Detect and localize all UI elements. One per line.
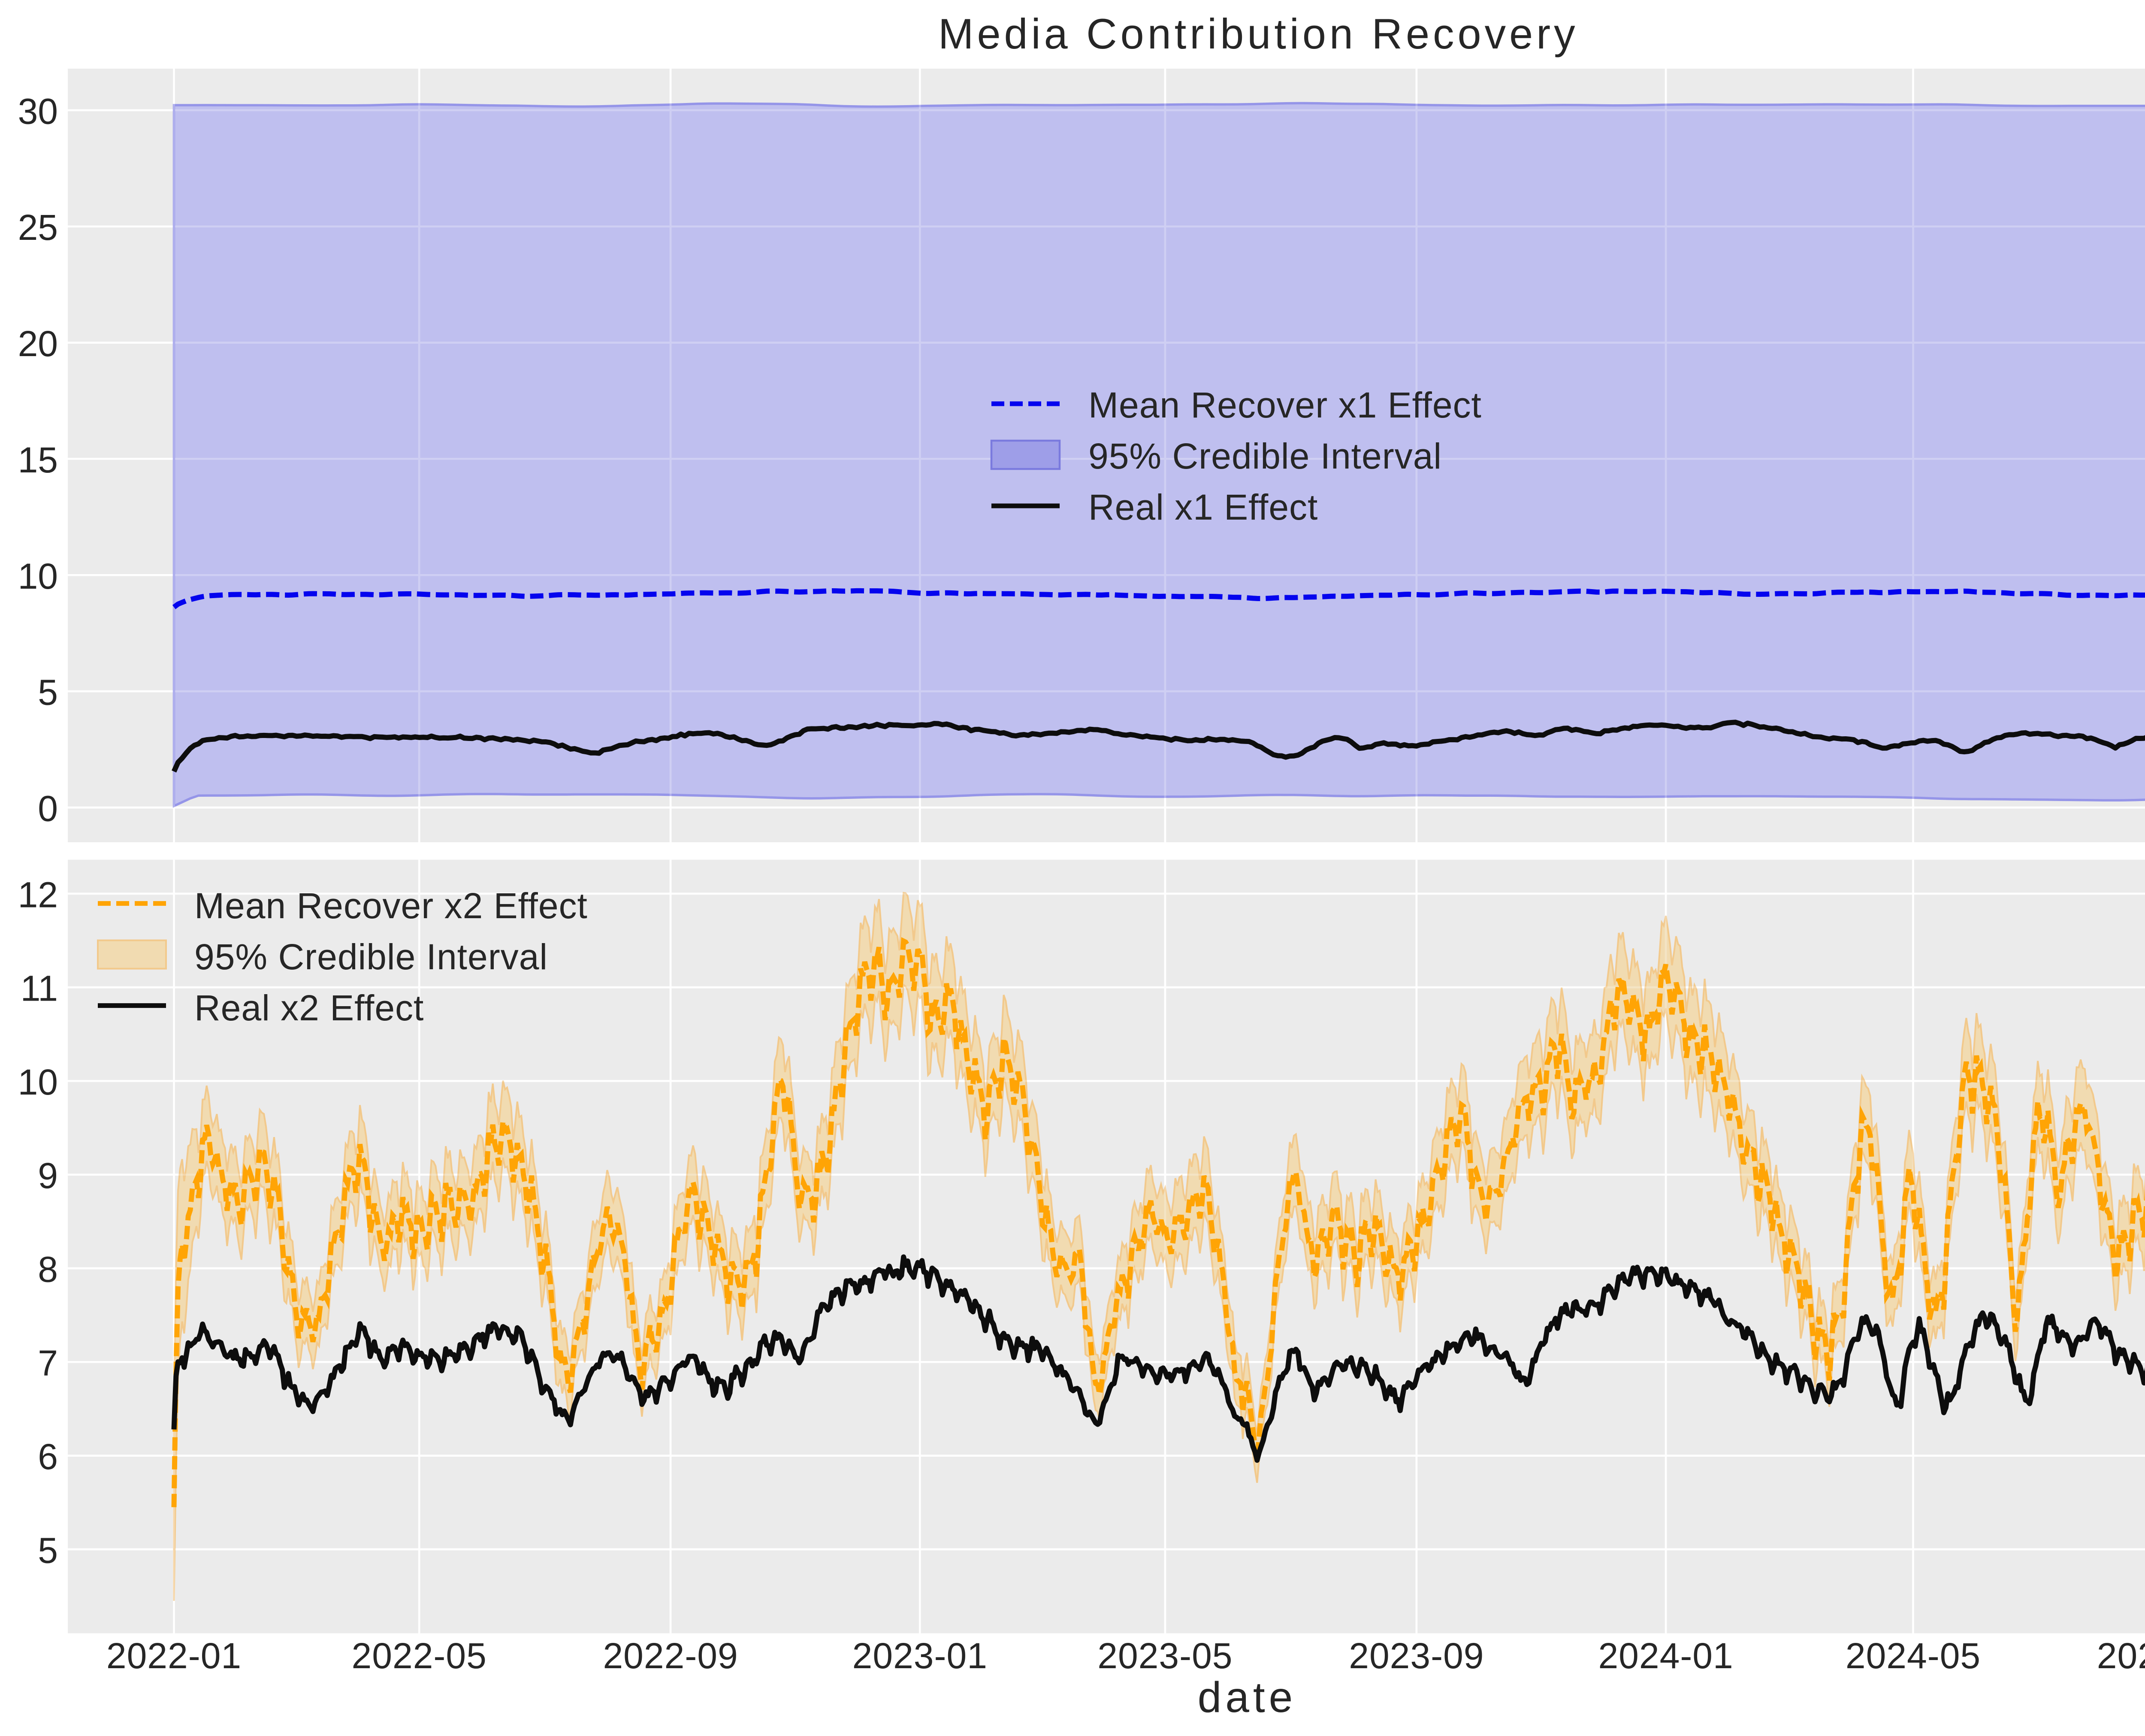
svg-text:10: 10	[18, 1062, 58, 1102]
svg-text:date: date	[1198, 1673, 1297, 1721]
svg-text:Media Contribution Recovery: Media Contribution Recovery	[938, 10, 1579, 57]
svg-text:15: 15	[18, 440, 58, 480]
svg-text:12: 12	[18, 874, 58, 915]
svg-text:8: 8	[38, 1249, 58, 1290]
svg-text:Real x2 Effect: Real x2 Effect	[194, 988, 424, 1028]
svg-text:Mean Recover x1 Effect: Mean Recover x1 Effect	[1088, 385, 1482, 425]
svg-text:6: 6	[38, 1437, 58, 1477]
svg-text:25: 25	[18, 207, 58, 248]
svg-text:2023-01: 2023-01	[852, 1636, 988, 1676]
svg-text:5: 5	[38, 672, 58, 713]
svg-text:Real x1 Effect: Real x1 Effect	[1088, 487, 1318, 527]
svg-text:2022-05: 2022-05	[352, 1636, 487, 1676]
svg-text:95% Credible Interval: 95% Credible Interval	[194, 937, 548, 977]
svg-text:95% Credible Interval: 95% Credible Interval	[1088, 436, 1442, 476]
svg-text:2023-05: 2023-05	[1097, 1636, 1233, 1676]
svg-text:2022-01: 2022-01	[106, 1636, 242, 1676]
svg-text:0: 0	[38, 789, 58, 829]
svg-text:10: 10	[18, 556, 58, 596]
svg-text:2024-01: 2024-01	[1598, 1636, 1733, 1676]
svg-text:2024-09: 2024-09	[2097, 1636, 2145, 1676]
svg-text:7: 7	[38, 1343, 58, 1383]
svg-text:9: 9	[38, 1155, 58, 1196]
svg-text:20: 20	[18, 324, 58, 364]
svg-text:11: 11	[21, 968, 58, 1009]
svg-text:5: 5	[38, 1530, 58, 1570]
svg-text:2023-09: 2023-09	[1349, 1636, 1484, 1676]
svg-text:30: 30	[18, 91, 58, 131]
svg-text:2024-05: 2024-05	[1846, 1636, 1981, 1676]
svg-text:Mean Recover x2 Effect: Mean Recover x2 Effect	[194, 886, 588, 926]
svg-text:2022-09: 2022-09	[603, 1636, 738, 1676]
